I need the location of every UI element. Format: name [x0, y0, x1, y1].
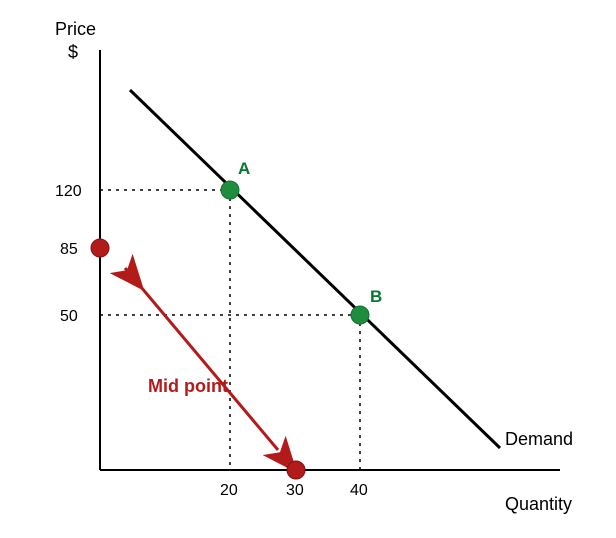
demand-curve-chart: Price $ Quantity Demand 120 85 50 20 30 … — [0, 0, 616, 538]
ytick-120: 120 — [55, 183, 82, 200]
y-axis-label-line2: $ — [68, 42, 78, 62]
point-b — [351, 306, 369, 324]
point-b-label: B — [370, 287, 382, 306]
demand-label: Demand — [505, 429, 573, 449]
xtick-20: 20 — [220, 482, 238, 499]
ytick-85: 85 — [60, 241, 78, 258]
ytick-50: 50 — [60, 308, 78, 325]
point-a-label: A — [238, 159, 250, 178]
xtick-30: 30 — [286, 482, 304, 499]
midpoint-x — [287, 461, 305, 479]
xtick-40: 40 — [350, 482, 368, 499]
midpoint-arrow — [125, 268, 278, 450]
point-a — [221, 181, 239, 199]
y-axis-label-line1: Price — [55, 19, 96, 39]
midpoint-y — [91, 239, 109, 257]
midpoint-label: Mid point — [148, 376, 228, 396]
x-axis-label: Quantity — [505, 494, 572, 514]
